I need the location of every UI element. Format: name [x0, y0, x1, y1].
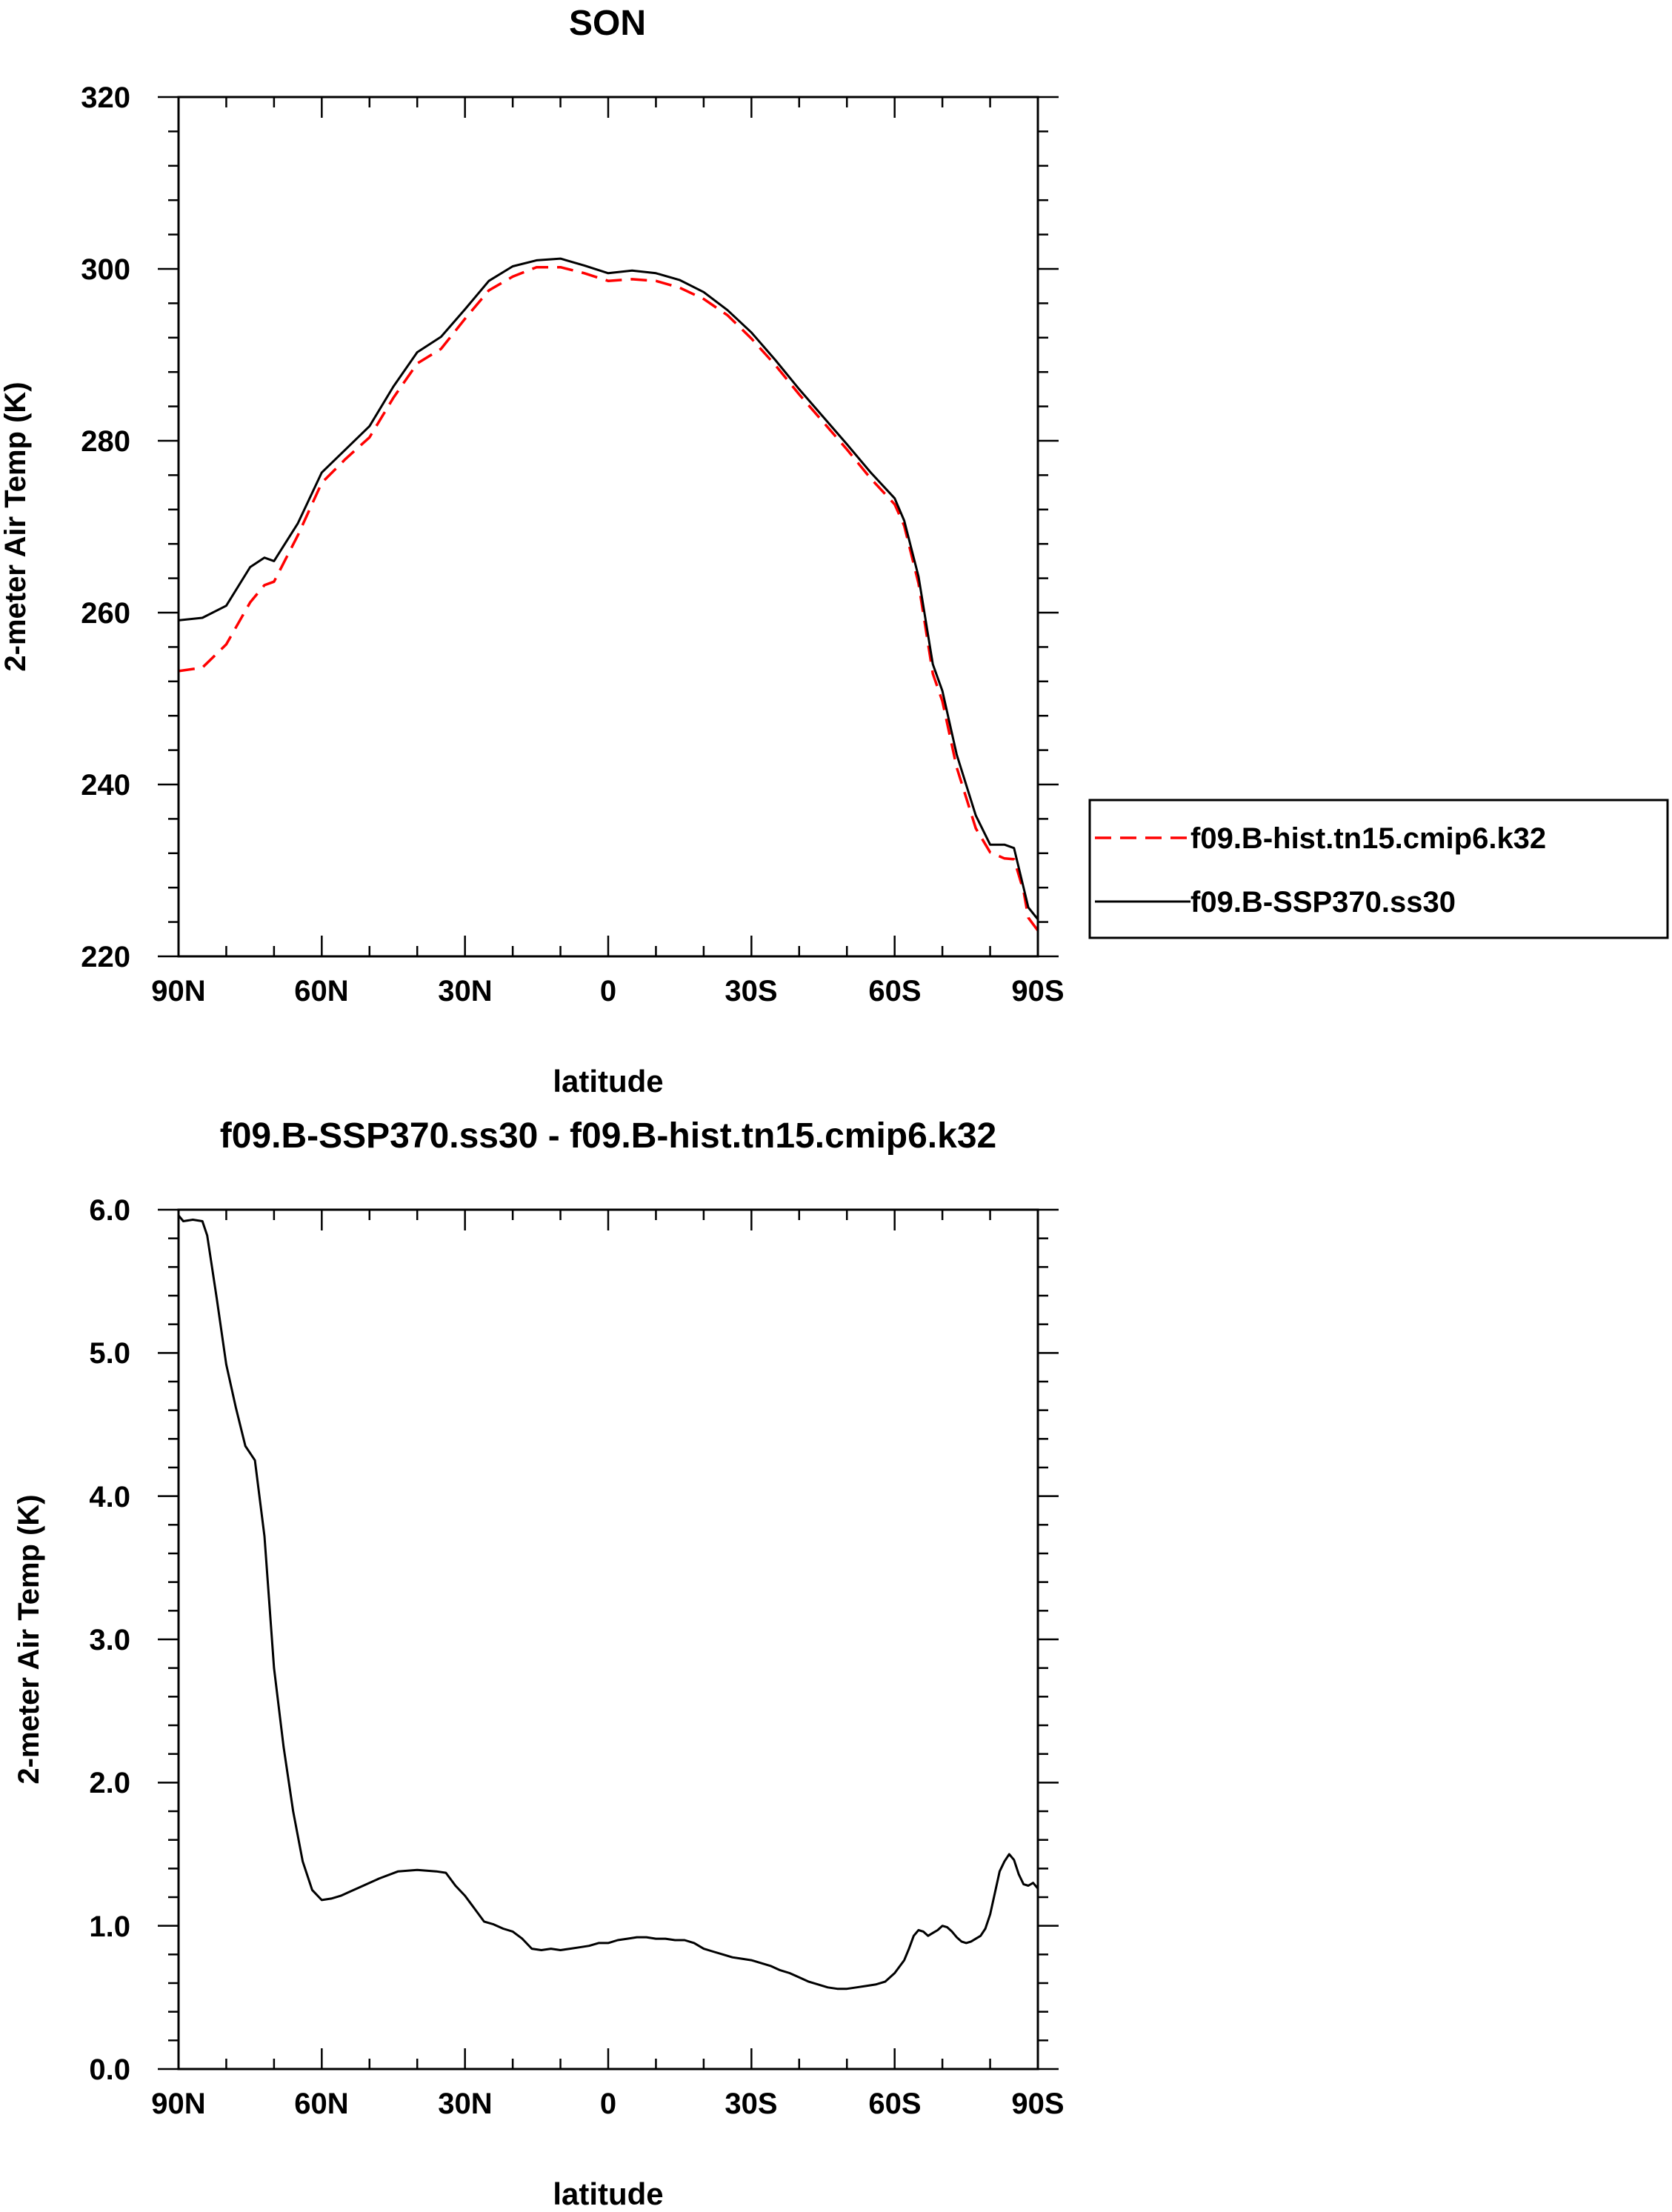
top-x-tick-label-60s: 60S — [868, 975, 921, 1007]
bottom-y-tick-labels: 0.0 1.0 2.0 3.0 4.0 5.0 6.0 — [89, 1194, 130, 2086]
bottom-series-line-0 — [177, 1214, 1039, 1991]
top-x-axis-label: latitude — [553, 1064, 663, 1099]
top-y-tick-labels: 220 240 260 280 300 320 — [81, 81, 130, 973]
bottom-y-tick-label-1: 1.0 — [89, 1910, 130, 1943]
top-tick-marks — [158, 96, 1059, 958]
bottom-x-tick-label-0: 0 — [600, 2088, 616, 2120]
top-plot-frame — [177, 96, 1039, 958]
top-x-tick-label-0: 0 — [600, 975, 616, 1007]
top-x-tick-label-30s: 30S — [725, 975, 777, 1007]
top-y-tick-label-240: 240 — [81, 769, 130, 802]
bottom-tick-marks — [158, 1208, 1059, 2071]
bottom-x-tick-label-30n: 30N — [438, 2088, 492, 2120]
top-y-tick-label-320: 320 — [81, 81, 130, 114]
top-x-tick-label-60n: 60N — [294, 975, 348, 1007]
top-x-tick-label-90s: 90S — [1011, 975, 1064, 1007]
bottom-x-tick-label-90s: 90S — [1011, 2088, 1064, 2120]
top-x-tick-labels: 90N 60N 30N 0 30S 60S 90S — [151, 975, 1064, 1007]
bottom-y-tick-label-2: 2.0 — [89, 1767, 130, 1799]
bottom-series-group — [177, 1214, 1039, 1991]
bottom-y-tick-label-0: 0.0 — [89, 2053, 130, 2086]
top-y-tick-label-280: 280 — [81, 425, 130, 458]
top-x-tick-label-30n: 30N — [438, 975, 492, 1007]
top-series-line-0 — [178, 265, 1039, 932]
bottom-plot-frame — [177, 1208, 1039, 2071]
top-y-tick-label-220: 220 — [81, 941, 130, 973]
bottom-chart-title: f09.B-SSP370.ss30 - f09.B-hist.tn15.cmip… — [220, 1116, 996, 1156]
top-y-axis-label: 2-meter Air Temp (K) — [0, 382, 32, 671]
top-series-group — [178, 257, 1039, 932]
top-x-tick-label-90n: 90N — [151, 975, 205, 1007]
top-panel: SON 90N 60N 30N 0 30S 60S 90S 220 240 26… — [0, 4, 1669, 1099]
top-y-tick-label-300: 300 — [81, 253, 130, 286]
bottom-x-axis-label: latitude — [553, 2176, 663, 2211]
top-y-tick-label-260: 260 — [81, 597, 130, 630]
legend-box — [1088, 799, 1669, 939]
bottom-x-tick-label-30s: 30S — [725, 2088, 777, 2120]
bottom-y-tick-label-5: 5.0 — [89, 1337, 130, 1370]
bottom-panel: f09.B-SSP370.ss30 - f09.B-hist.tn15.cmip… — [13, 1116, 1065, 2211]
bottom-x-tick-label-90n: 90N — [151, 2088, 205, 2120]
legend-label-hist: f09.B-hist.tn15.cmip6.k32 — [1190, 822, 1546, 855]
legend: f09.B-hist.tn15.cmip6.k32 f09.B-SSP370.s… — [1088, 799, 1669, 939]
bottom-y-tick-label-3: 3.0 — [89, 1624, 130, 1656]
top-series-line-1 — [178, 257, 1039, 921]
top-chart-title: SON — [569, 4, 646, 43]
bottom-x-tick-labels: 90N 60N 30N 0 30S 60S 90S — [151, 2088, 1064, 2120]
legend-label-ssp370: f09.B-SSP370.ss30 — [1190, 886, 1456, 919]
bottom-x-tick-label-60n: 60N — [294, 2088, 348, 2120]
bottom-y-axis-label: 2-meter Air Temp (K) — [13, 1494, 45, 1784]
bottom-x-tick-label-60s: 60S — [868, 2088, 921, 2120]
bottom-y-tick-label-4: 4.0 — [89, 1481, 130, 1513]
bottom-y-tick-label-6: 6.0 — [89, 1194, 130, 1227]
